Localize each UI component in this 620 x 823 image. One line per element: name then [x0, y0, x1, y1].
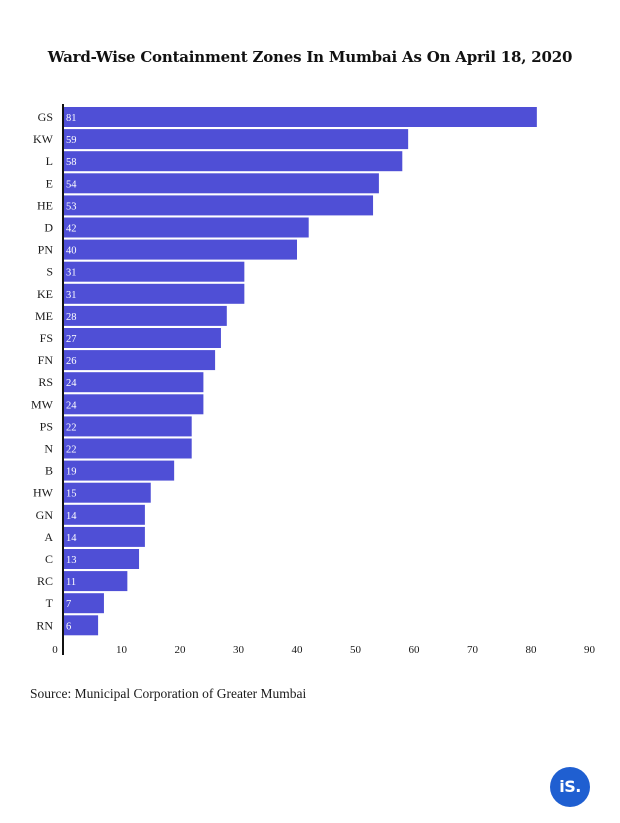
x-tick-label-60: 60	[409, 644, 421, 656]
chart-title: Ward-Wise Containment Zones In Mumbai As…	[47, 48, 573, 66]
value-label-gn: 14	[66, 511, 77, 522]
value-label-gs: 81	[66, 113, 77, 124]
x-tick-label-50: 50	[350, 644, 362, 656]
value-label-c: 13	[66, 555, 77, 566]
category-label-fs: FS	[40, 331, 53, 345]
value-label-fs: 27	[66, 334, 77, 345]
category-label-n: N	[44, 442, 53, 456]
bar-a	[63, 526, 145, 547]
bar-pn	[63, 239, 297, 260]
bar-l	[63, 151, 403, 172]
category-label-b: B	[45, 464, 53, 478]
category-labels: GS KW LE HE D PN S KE ME FS FN RS MW PS NB HW GN AC RC T RN	[31, 110, 54, 632]
bar-gn	[63, 504, 145, 525]
value-label-s: 31	[66, 268, 77, 279]
bar-fn	[63, 350, 216, 371]
value-label-pn: 40	[66, 246, 77, 257]
value-label-rs: 24	[66, 378, 77, 389]
bar-hw	[63, 482, 151, 503]
category-label-a: A	[44, 530, 53, 544]
x-tick-label-40: 40	[292, 644, 304, 656]
value-label-e: 54	[66, 179, 77, 190]
category-label-pn: PN	[38, 243, 54, 257]
bar-d	[63, 217, 309, 238]
x-tick-label-0: 0	[52, 644, 58, 656]
category-label-e: E	[46, 176, 53, 190]
value-label-ps: 22	[66, 422, 77, 433]
bar-s	[63, 261, 245, 282]
bar-he	[63, 195, 374, 216]
x-tick-label-90: 90	[584, 644, 596, 656]
value-label-he: 53	[66, 201, 77, 212]
bar-fs	[63, 328, 221, 348]
bar-ke	[63, 283, 245, 304]
value-label-b: 19	[66, 467, 77, 478]
category-label-he: HE	[37, 198, 53, 212]
bar-rn	[63, 615, 99, 636]
category-label-me: ME	[35, 309, 53, 323]
x-axis-ticks: 0 10 20 30 40 50 60 70 80 90	[52, 644, 595, 656]
source-note: Source: Municipal Corporation of Greater…	[30, 686, 307, 701]
x-tick-label-10: 10	[116, 644, 128, 656]
bar-rc	[63, 571, 128, 592]
bar-b	[63, 460, 175, 481]
value-label-l: 58	[66, 157, 77, 168]
category-label-d: D	[44, 221, 53, 235]
category-label-ps: PS	[40, 419, 53, 433]
category-label-hw: HW	[33, 486, 54, 500]
category-label-ke: KE	[37, 287, 53, 301]
category-label-rs: RS	[38, 375, 53, 389]
x-tick-label-20: 20	[175, 644, 187, 656]
category-label-gn: GN	[36, 508, 54, 522]
value-label-n: 22	[66, 445, 77, 456]
category-label-l: L	[46, 154, 53, 168]
x-tick-label-30: 30	[233, 644, 245, 656]
category-label-kw: KW	[33, 132, 54, 146]
brand-logo[interactable]: iS.	[550, 767, 590, 807]
category-label-gs: GS	[38, 110, 53, 124]
category-label-t: T	[46, 596, 54, 610]
bar-ps	[63, 416, 192, 437]
bar-gs	[63, 107, 537, 127]
x-tick-label-70: 70	[467, 644, 479, 656]
bar-t	[63, 593, 104, 614]
value-label-a: 14	[66, 533, 77, 544]
category-label-rc: RC	[37, 574, 53, 588]
bar-rs	[63, 372, 204, 393]
value-label-kw: 59	[66, 135, 77, 146]
category-label-s: S	[46, 265, 53, 279]
bar-kw	[63, 129, 409, 150]
category-label-mw: MW	[31, 397, 54, 411]
value-label-mw: 24	[66, 400, 77, 411]
value-label-rc: 11	[66, 577, 76, 588]
value-label-d: 42	[66, 224, 77, 235]
value-label-me: 28	[66, 312, 77, 323]
bar-me	[63, 305, 227, 326]
bar-n	[63, 438, 192, 459]
value-label-rn: 6	[66, 621, 71, 632]
value-label-t: 7	[66, 599, 71, 610]
value-label-hw: 15	[66, 489, 77, 500]
category-label-c: C	[45, 552, 53, 566]
category-label-rn: RN	[36, 618, 53, 632]
value-label-fn: 26	[66, 356, 77, 367]
bars-layer: 81 59 58 54 53 42 40 31 31 28 27 26 24 24 22 22 19 15 14 14…	[63, 107, 537, 636]
bar-c	[63, 549, 140, 569]
bar-e	[63, 173, 379, 194]
bar-mw	[63, 394, 204, 415]
x-tick-label-80: 80	[526, 644, 538, 656]
value-label-ke: 31	[66, 290, 77, 301]
category-label-fn: FN	[38, 353, 54, 367]
